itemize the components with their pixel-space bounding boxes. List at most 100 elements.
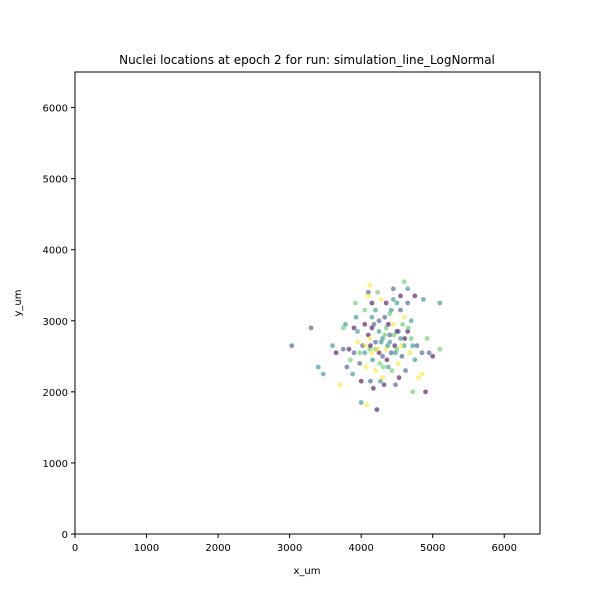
nucleus-point [412, 357, 418, 363]
nucleus-point [407, 350, 413, 356]
x-tick-label: 2000 [205, 543, 230, 554]
nucleus-point [373, 368, 378, 373]
nucleus-point [369, 325, 375, 331]
x-tick-label: 5000 [420, 543, 445, 554]
nucleus-point [393, 382, 398, 388]
nucleus-point [396, 375, 402, 381]
nucleus-point [380, 364, 386, 370]
nucleus-point [370, 357, 375, 363]
nucleus-point [398, 307, 403, 313]
nucleus-point [330, 343, 335, 349]
nucleus-point [389, 368, 395, 373]
nucleus-point [382, 314, 388, 320]
y-tick-label: 3000 [43, 317, 68, 328]
nucleus-point [399, 353, 405, 359]
x-tick-label: 3000 [277, 543, 302, 554]
nucleus-point [358, 400, 364, 405]
nucleus-point [367, 282, 373, 288]
nucleus-point [402, 336, 408, 341]
nucleus-point [353, 300, 358, 306]
nucleus-point [373, 307, 378, 313]
x-tick-label: 1000 [134, 543, 159, 554]
nucleus-point [387, 332, 393, 338]
nucleus-point [403, 368, 408, 373]
nucleus-point [423, 389, 428, 395]
nucleus-point [346, 346, 352, 352]
nucleus-point [408, 318, 414, 324]
x-tick-label: 0 [72, 543, 78, 554]
nucleus-point [308, 325, 314, 331]
x-tick-label: 6000 [492, 543, 517, 554]
nucleus-point [382, 332, 388, 338]
nucleus-point [370, 385, 376, 391]
nucleus-point [377, 361, 383, 366]
nucleus-point [395, 361, 401, 366]
x-axis-label: x_um [294, 566, 321, 577]
nucleus-point [376, 318, 382, 324]
y-axis-label: y_um [13, 290, 24, 317]
nucleus-point [344, 364, 350, 370]
nucleus-point [351, 325, 357, 331]
nucleus-point [385, 321, 391, 327]
x-axis: 0 1000 2000 3000 4000 5000 6000 [72, 534, 517, 554]
nucleus-point [401, 279, 407, 285]
nucleus-point [401, 314, 407, 320]
nucleus-point [365, 289, 371, 295]
nucleus-point [357, 350, 363, 356]
nucleus-point [378, 339, 384, 345]
nucleus-point [368, 343, 373, 349]
nucleus-point [390, 286, 396, 292]
nucleus-point [437, 300, 443, 306]
nucleus-point [385, 364, 391, 370]
nucleus-point [392, 343, 398, 349]
nucleus-point [355, 339, 360, 345]
nucleus-point [385, 343, 391, 349]
x-tick-label: 4000 [348, 543, 373, 554]
nucleus-point [369, 314, 375, 320]
y-tick-label: 6000 [43, 104, 68, 115]
nucleus-point [383, 325, 389, 331]
nucleus-point [398, 343, 404, 349]
y-axis: 0 1000 2000 3000 4000 5000 6000 [43, 104, 75, 541]
nucleus-point [414, 343, 420, 349]
nucleus-point [381, 382, 387, 388]
nucleus-point [340, 346, 346, 352]
y-tick-label: 4000 [43, 246, 68, 257]
nucleus-point [374, 407, 380, 413]
nucleus-point [393, 350, 398, 356]
nucleus-point [369, 350, 375, 356]
nucleus-point [362, 307, 368, 313]
nucleus-point [419, 350, 425, 356]
points-layer [289, 279, 443, 413]
nucleus-point [405, 300, 411, 306]
nucleus-point [362, 321, 368, 327]
nucleus-point [363, 364, 369, 370]
nucleus-point [380, 375, 386, 381]
nucleus-point [412, 293, 418, 299]
nucleus-point [340, 325, 346, 331]
nucleus-point [398, 293, 403, 299]
nucleus-point [405, 325, 411, 331]
nucleus-point [289, 343, 295, 349]
nucleus-point [430, 353, 436, 359]
nucleus-point [333, 350, 339, 356]
nucleus-point [380, 353, 386, 359]
nucleus-point [378, 378, 383, 384]
nucleus-point [337, 382, 343, 388]
y-tick-label: 2000 [43, 388, 68, 399]
nucleus-point [353, 314, 359, 320]
nucleus-point [391, 332, 397, 338]
nucleus-point [369, 300, 375, 306]
chart-title: Nuclei locations at epoch 2 for run: sim… [119, 53, 495, 67]
nucleus-point [419, 371, 425, 377]
nucleus-point [410, 389, 416, 395]
nucleus-point [348, 357, 353, 363]
nucleus-point [315, 364, 321, 370]
nucleus-point [383, 300, 389, 306]
nucleus-point [388, 307, 394, 313]
nucleus-point [378, 297, 384, 302]
nucleus-point [375, 289, 381, 295]
nucleus-point [398, 336, 403, 341]
